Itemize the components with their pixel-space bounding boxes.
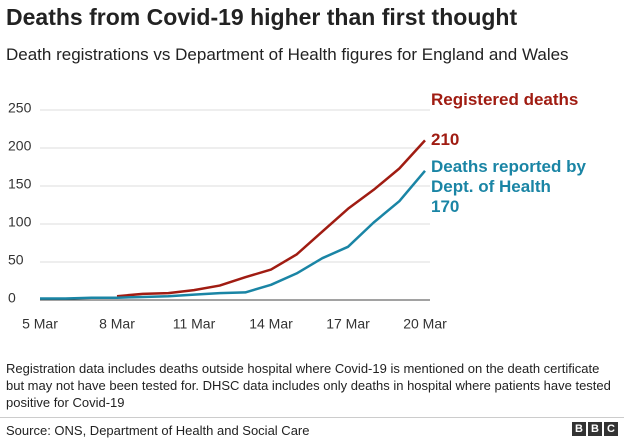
- divider: [0, 417, 624, 418]
- chart-title: Deaths from Covid-19 higher than first t…: [6, 4, 518, 30]
- y-tick-label: 250: [8, 100, 32, 116]
- x-tick-label: 17 Mar: [326, 316, 370, 332]
- y-tick-label: 200: [8, 138, 32, 154]
- logo-letter: B: [572, 422, 586, 436]
- footnote: Registration data includes deaths outsid…: [6, 361, 611, 410]
- y-tick-label: 150: [8, 176, 32, 192]
- x-tick-label: 14 Mar: [249, 316, 293, 332]
- x-tick-label: 8 Mar: [99, 316, 135, 332]
- series-line: [116, 139, 426, 298]
- y-tick-label: 0: [8, 290, 16, 306]
- value-label: 170: [431, 197, 460, 216]
- x-tick-label: 11 Mar: [173, 316, 216, 332]
- value-label: 210: [431, 130, 460, 149]
- x-tick-label: 20 Mar: [403, 316, 447, 332]
- series-line: [40, 169, 426, 300]
- x-tick-label: 5 Mar: [22, 316, 58, 332]
- logo-letter: B: [588, 422, 602, 436]
- chart-subtitle: Death registrations vs Department of Hea…: [6, 45, 569, 64]
- y-tick-label: 50: [8, 252, 24, 268]
- series-label: Deaths reported by Dept. of Health: [431, 157, 586, 196]
- y-tick-label: 100: [8, 214, 32, 230]
- series-label: Registered deaths: [431, 90, 579, 109]
- source: Source: ONS, Department of Health and So…: [6, 423, 310, 438]
- logo-letter: C: [604, 422, 618, 436]
- plot: 0 50 100 150 200 250 5 Mar 8 Mar 11 Mar 14 Mar 17 …: [8, 100, 447, 332]
